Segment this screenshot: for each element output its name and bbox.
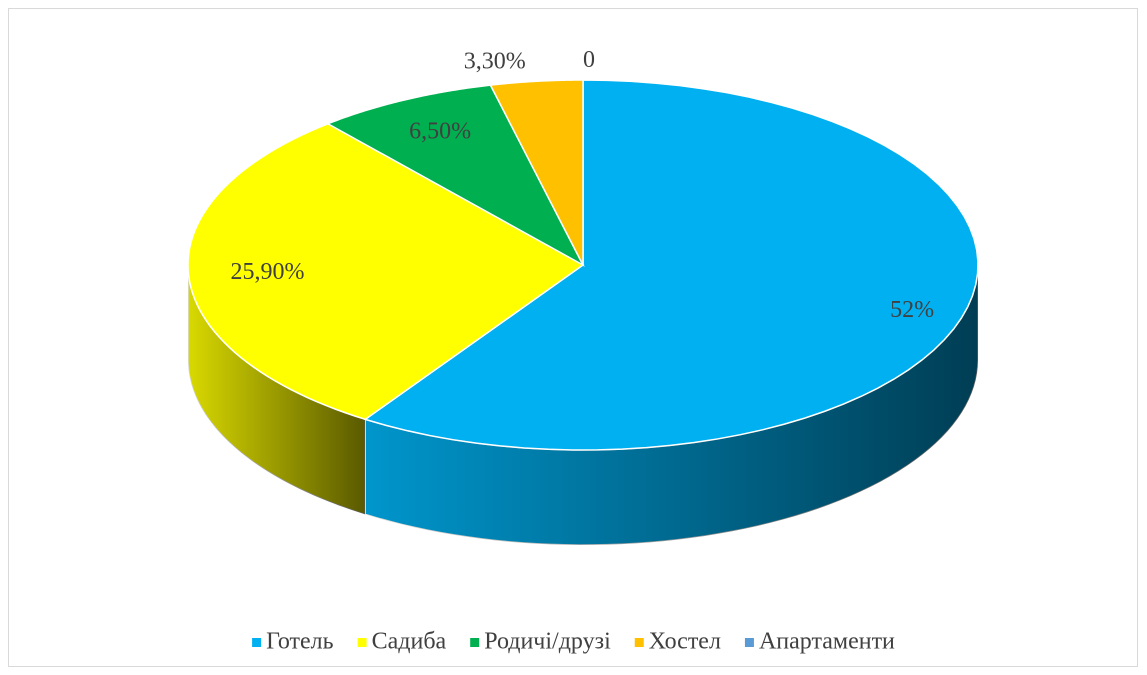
data-label: 3,30% [464,48,526,74]
legend-label: Готель [266,629,334,655]
legend-label: Хостел [649,629,721,655]
slice [489,79,584,266]
slice-side-shade [365,265,978,545]
legend-label: Садиба [372,629,447,655]
data-label: 0 [583,47,595,73]
frame [8,8,1138,667]
legend-swatch [634,638,644,647]
slice-side-shade [188,265,366,515]
slice [187,122,585,421]
data-label: 25,90% [231,259,305,285]
legend-swatch [744,638,754,647]
legend-label: Апартаменти [759,629,895,655]
data-label: 52% [890,297,934,323]
slice [326,84,585,267]
slice [363,79,979,451]
legend-swatch [252,638,262,647]
legend-swatch [470,638,480,647]
legend-label: Родичі/друзі [484,629,611,655]
data-label: 6,50% [409,118,471,144]
legend-swatch [357,638,367,647]
